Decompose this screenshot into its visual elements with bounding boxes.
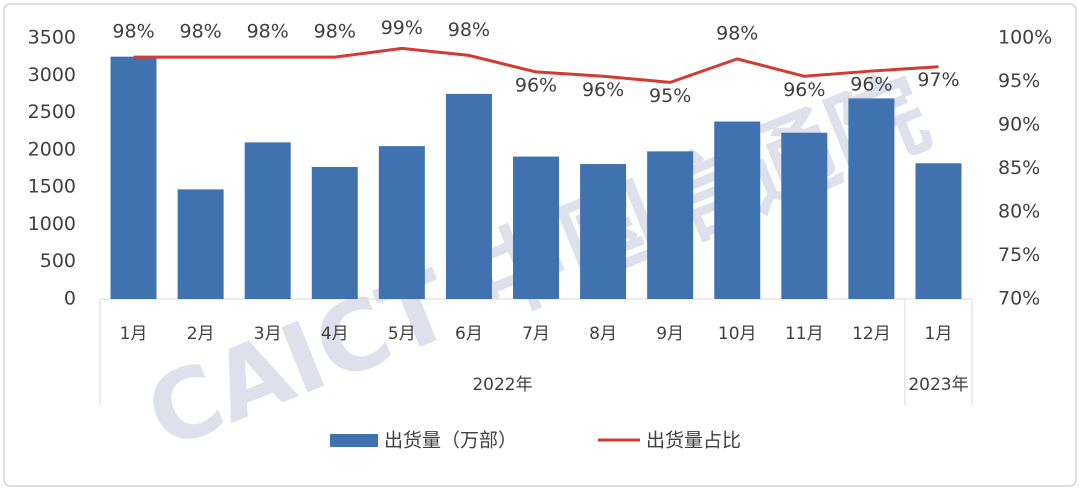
bar: [513, 156, 559, 299]
bar: [915, 163, 962, 299]
y2-tick-label: 95%: [998, 70, 1040, 92]
x-tick-label: 10月: [718, 324, 757, 344]
data-label: 99%: [381, 17, 423, 39]
x-tick-label: 4月: [321, 324, 349, 344]
data-label: 98%: [314, 21, 356, 43]
bar: [445, 93, 492, 299]
x-tick-label: 9月: [656, 324, 684, 344]
x-tick-label: 7月: [522, 324, 550, 344]
legend-label: 出货量（万部）: [384, 430, 517, 452]
y-tick-label: 2000: [28, 138, 76, 160]
bar: [781, 132, 828, 299]
x-tick-label: 8月: [589, 324, 617, 344]
data-label: 96%: [582, 79, 624, 101]
y2-tick-label: 75%: [998, 244, 1040, 266]
y-tick-label: 2500: [28, 101, 76, 123]
y-tick-label: 1000: [28, 213, 76, 235]
legend-swatch: [330, 434, 378, 447]
x-tick-label: 2月: [187, 324, 215, 344]
y2-tick-label: 70%: [998, 288, 1040, 310]
line: [133, 46, 939, 84]
y-tick-label: 3000: [28, 64, 76, 86]
group-label: 2023年: [908, 375, 968, 395]
data-label: 96%: [783, 79, 825, 101]
x-tick-label: 11月: [785, 324, 824, 344]
bar: [110, 56, 157, 300]
y2-tick-label: 100%: [998, 27, 1052, 49]
bar: [647, 151, 694, 299]
x-tick-label: 3月: [254, 324, 282, 344]
y-tick-label: 0: [64, 288, 76, 310]
bar: [714, 121, 761, 300]
bar: [378, 146, 425, 299]
x-tick-label: 6月: [455, 324, 483, 344]
y-tick-label: 500: [40, 250, 76, 272]
legend-label: 出货量占比: [646, 430, 741, 452]
x-tick-label: 12月: [852, 324, 891, 344]
bar: [848, 98, 895, 299]
y2-tick-label: 85%: [998, 157, 1040, 179]
data-label: 98%: [716, 22, 758, 44]
data-label: 98%: [112, 21, 154, 43]
y2-tick-label: 80%: [998, 201, 1040, 223]
data-label: 98%: [247, 21, 289, 43]
y-tick-label: 1500: [28, 176, 76, 198]
bar: [311, 167, 358, 299]
bar: [177, 189, 224, 299]
y-tick-label: 3500: [28, 27, 76, 49]
x-tick-label: 5月: [388, 324, 416, 344]
data-label: 96%: [850, 74, 892, 96]
data-label: 97%: [917, 69, 959, 91]
y2-tick-label: 90%: [998, 114, 1040, 136]
data-label: 98%: [448, 19, 490, 41]
bar: [244, 142, 291, 299]
data-label: 98%: [179, 21, 221, 43]
x-tick-label: 1月: [925, 324, 953, 344]
bar: [580, 164, 627, 299]
group-label: 2022年: [472, 375, 532, 395]
data-label: 95%: [649, 85, 691, 107]
x-tick-label: 1月: [120, 324, 148, 344]
data-label: 96%: [515, 74, 557, 96]
